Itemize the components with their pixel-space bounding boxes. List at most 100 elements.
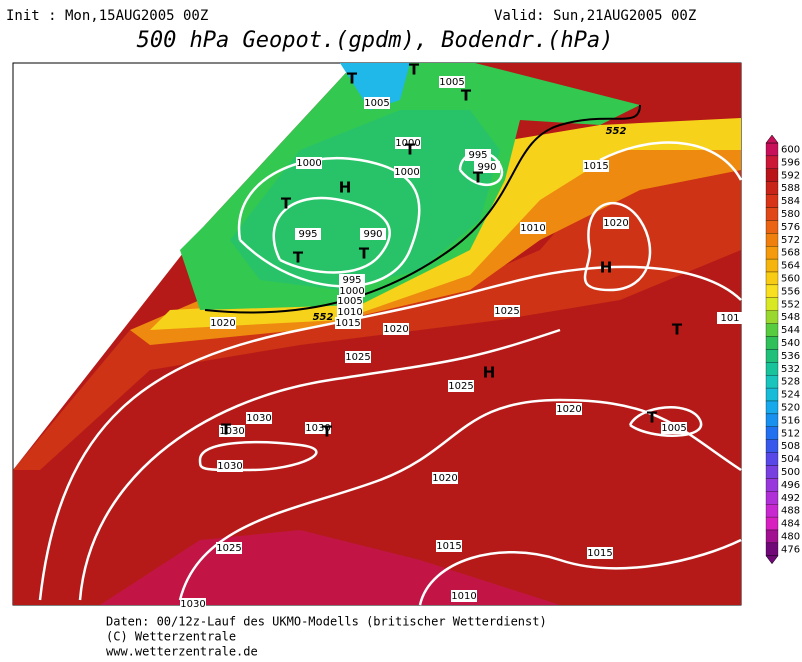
isobar-label: 1015 — [335, 318, 360, 329]
isobar-label: 1030 — [219, 426, 244, 437]
isobar-label-bg — [494, 305, 520, 317]
isobar-label: 1000 — [296, 158, 321, 169]
pressure-center: T — [473, 169, 484, 187]
colorbar-label: 492 — [781, 493, 800, 504]
colorbar-label: 488 — [781, 506, 800, 517]
colorbar-swatch — [765, 439, 779, 453]
colorbar-label: 476 — [781, 544, 800, 555]
isobar-label: 1000 — [395, 138, 420, 149]
colorbar-cap — [765, 555, 779, 565]
isobar-label: 1020 — [383, 324, 408, 335]
isobar-label-bg — [448, 380, 474, 392]
colorbar-label: 552 — [781, 299, 800, 310]
isobar-label: 990 — [477, 162, 496, 173]
isobar-label: 995 — [342, 275, 361, 286]
isobar-label-bg — [305, 422, 331, 434]
isobar-label: 1015 — [436, 541, 461, 552]
isobar-label: 1020 — [210, 318, 235, 329]
isobar-label-bg — [335, 317, 361, 329]
colorbar-label: 484 — [781, 519, 800, 530]
colorbar-swatch — [765, 220, 779, 234]
pressure-center: H — [339, 179, 352, 197]
isobar-label: 995 — [468, 150, 487, 161]
colorbar-swatch — [765, 542, 779, 556]
pressure-center: T — [293, 249, 304, 267]
isobar-label: 995 — [298, 229, 317, 240]
colorbar-swatch — [765, 258, 779, 273]
isobar-label-bg — [717, 312, 743, 324]
isobar-label: 1010 — [451, 591, 476, 602]
colorbar-label: 560 — [781, 273, 800, 284]
isobar-label: 1025 — [345, 352, 370, 363]
isobar-label: 1020 — [603, 218, 628, 229]
colorbar-label: 496 — [781, 480, 800, 491]
isobar-label: 1005 — [661, 423, 686, 434]
contour-label: 552 — [313, 312, 334, 323]
isobar-label: 1005 — [364, 98, 389, 109]
pressure-center: T — [221, 421, 232, 439]
isobar-label-bg — [661, 422, 687, 434]
isobar-label: 1025 — [448, 381, 473, 392]
isobar-label: 1005 — [439, 77, 464, 88]
isobar-label-bg — [217, 460, 243, 472]
colorbar-swatch — [765, 194, 779, 208]
colorbar-swatch — [765, 271, 779, 286]
isobar-label-bg — [364, 97, 390, 109]
colorbar-label: 568 — [781, 248, 800, 259]
isobar-label-bg — [394, 166, 420, 178]
colorbar-swatch — [765, 452, 779, 466]
colorbar-label: 576 — [781, 222, 800, 233]
isobar-label-bg — [603, 217, 629, 229]
isobar-label-bg — [345, 351, 371, 363]
colorbar-label: 580 — [781, 209, 800, 220]
isobar-label-bg — [337, 295, 363, 307]
pressure-center: H — [483, 364, 496, 382]
colorbar-label: 512 — [781, 428, 800, 439]
pressure-center: T — [281, 195, 292, 213]
colorbar-label: 572 — [781, 235, 800, 246]
colorbar-cap — [765, 134, 779, 144]
colorbar-label: 584 — [781, 196, 800, 207]
isobar-label-bg — [436, 540, 462, 552]
isobar-label-bg — [587, 547, 613, 559]
colorbar-swatch — [765, 465, 779, 479]
isobar-label: 1020 — [432, 473, 457, 484]
pressure-center: H — [600, 259, 613, 277]
colorbar-swatch — [765, 362, 779, 376]
pressure-center: T — [405, 141, 416, 159]
isobar-label-bg — [383, 323, 409, 335]
isobar-label: 1000 — [394, 167, 419, 178]
colorbar-swatch — [765, 349, 779, 363]
colorbar-label: 600 — [781, 144, 800, 155]
colorbar-swatch — [765, 516, 779, 531]
isobar-label: 1030 — [305, 423, 330, 434]
isobar-label: 1015 — [583, 161, 608, 172]
colorbar-swatch — [765, 504, 779, 518]
colorbar-swatch — [765, 387, 779, 402]
colorbar-swatch — [765, 491, 779, 505]
colorbar-swatch — [765, 246, 779, 260]
colorbar-label: 548 — [781, 312, 800, 323]
colorbar-label: 536 — [781, 351, 800, 362]
isobar-label: 990 — [363, 229, 382, 240]
colorbar-label: 564 — [781, 261, 800, 272]
isobar-label-bg — [439, 76, 465, 88]
isobar-label: 101 — [720, 313, 739, 324]
colorbar-swatch — [765, 323, 779, 337]
colorbar-swatch — [765, 400, 779, 415]
isobar-label-bg — [451, 590, 477, 602]
isobar-label: 1020 — [556, 404, 581, 415]
isobar-label: 1010 — [520, 223, 545, 234]
pressure-center: T — [409, 61, 420, 79]
isobar-label-bg — [520, 222, 546, 234]
colorbar-label: 556 — [781, 286, 800, 297]
colorbar-label: 528 — [781, 377, 800, 388]
isobar-label-bg — [360, 228, 386, 240]
colorbar-swatch — [765, 297, 779, 311]
map-title: 500 hPa Geopot.(gpdm), Bodendr.(hPa) — [137, 28, 614, 53]
footer-line: (C) Wetterzentrale — [106, 630, 236, 644]
colorbar-swatch — [765, 529, 779, 544]
isobar-label-bg — [339, 285, 365, 297]
